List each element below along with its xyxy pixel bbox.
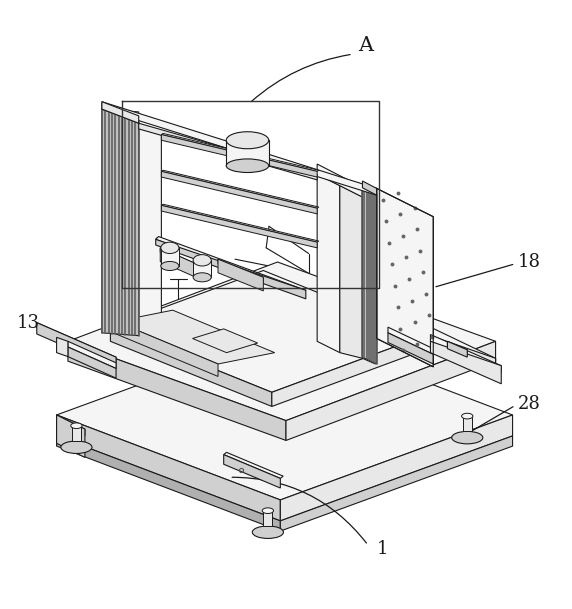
- Ellipse shape: [462, 414, 473, 419]
- Polygon shape: [363, 188, 376, 364]
- Polygon shape: [116, 322, 218, 376]
- Ellipse shape: [161, 242, 179, 253]
- Polygon shape: [224, 452, 283, 479]
- Polygon shape: [218, 259, 263, 282]
- Polygon shape: [156, 238, 240, 273]
- Text: 13: 13: [17, 314, 40, 332]
- Polygon shape: [363, 197, 375, 364]
- Polygon shape: [37, 323, 116, 362]
- Polygon shape: [431, 327, 495, 367]
- Polygon shape: [161, 204, 319, 242]
- Polygon shape: [286, 341, 495, 440]
- Ellipse shape: [61, 441, 92, 454]
- Polygon shape: [431, 334, 501, 373]
- Polygon shape: [363, 181, 376, 195]
- Polygon shape: [116, 310, 275, 364]
- Polygon shape: [68, 341, 116, 368]
- Polygon shape: [447, 341, 467, 357]
- Polygon shape: [156, 239, 306, 299]
- Polygon shape: [57, 415, 85, 457]
- Polygon shape: [280, 415, 513, 521]
- Text: 28: 28: [518, 395, 541, 413]
- Polygon shape: [340, 186, 363, 358]
- Polygon shape: [37, 323, 116, 368]
- Polygon shape: [68, 347, 116, 378]
- Polygon shape: [376, 188, 433, 367]
- Polygon shape: [224, 454, 280, 488]
- Polygon shape: [161, 248, 179, 266]
- Polygon shape: [463, 416, 472, 431]
- Polygon shape: [280, 436, 513, 531]
- Ellipse shape: [262, 508, 273, 513]
- Polygon shape: [388, 333, 433, 364]
- Polygon shape: [431, 336, 495, 375]
- Polygon shape: [139, 123, 161, 336]
- Polygon shape: [227, 140, 269, 166]
- Polygon shape: [110, 270, 425, 392]
- Polygon shape: [57, 337, 68, 357]
- Polygon shape: [160, 248, 201, 280]
- Ellipse shape: [252, 526, 284, 538]
- Polygon shape: [156, 236, 306, 293]
- Polygon shape: [193, 260, 211, 277]
- Polygon shape: [57, 415, 280, 521]
- Polygon shape: [161, 171, 319, 208]
- Ellipse shape: [193, 273, 211, 282]
- Polygon shape: [431, 341, 501, 384]
- Polygon shape: [161, 133, 319, 171]
- Text: 1: 1: [376, 540, 388, 558]
- Polygon shape: [102, 109, 139, 123]
- Polygon shape: [161, 205, 317, 248]
- Polygon shape: [116, 112, 139, 336]
- Polygon shape: [263, 511, 272, 526]
- Polygon shape: [68, 341, 286, 440]
- Ellipse shape: [227, 132, 269, 149]
- Polygon shape: [102, 102, 139, 123]
- Ellipse shape: [227, 159, 269, 172]
- Polygon shape: [102, 102, 376, 195]
- Text: A: A: [358, 35, 373, 55]
- Polygon shape: [68, 262, 495, 421]
- Polygon shape: [193, 329, 257, 353]
- Polygon shape: [317, 174, 340, 353]
- Ellipse shape: [452, 431, 483, 444]
- Polygon shape: [57, 330, 513, 500]
- Polygon shape: [272, 336, 425, 406]
- Polygon shape: [72, 426, 81, 441]
- Polygon shape: [447, 341, 467, 356]
- Polygon shape: [388, 327, 433, 354]
- Ellipse shape: [161, 261, 179, 270]
- Polygon shape: [110, 327, 272, 406]
- Polygon shape: [102, 112, 116, 333]
- Polygon shape: [139, 123, 317, 180]
- Polygon shape: [161, 171, 317, 214]
- Polygon shape: [57, 436, 280, 531]
- Ellipse shape: [71, 423, 82, 429]
- Polygon shape: [161, 135, 317, 177]
- Text: 18: 18: [518, 253, 541, 271]
- Polygon shape: [102, 109, 139, 336]
- Polygon shape: [160, 248, 201, 270]
- Polygon shape: [68, 341, 96, 364]
- Polygon shape: [317, 164, 375, 203]
- Polygon shape: [57, 415, 85, 436]
- Polygon shape: [218, 259, 263, 291]
- Ellipse shape: [193, 255, 211, 266]
